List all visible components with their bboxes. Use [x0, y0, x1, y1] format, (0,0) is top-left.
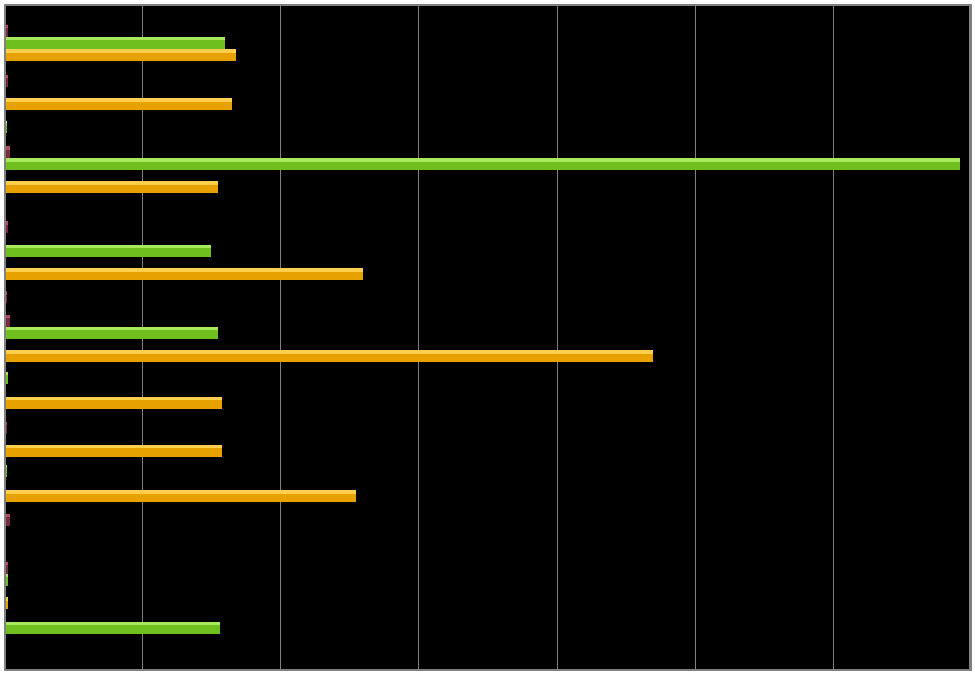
- bar-green: [4, 121, 7, 133]
- bar-green: [4, 622, 220, 634]
- bar-green: [4, 158, 960, 170]
- bar-orange: [4, 597, 8, 609]
- bars-layer: [4, 4, 971, 671]
- horizontal-bar-chart: [0, 0, 975, 675]
- bar-green: [4, 245, 211, 257]
- bar-orange: [4, 445, 222, 457]
- bar-orange: [4, 49, 236, 61]
- bar-green: [4, 327, 218, 339]
- bar-orange: [4, 181, 218, 193]
- bar-green: [4, 372, 8, 384]
- bar-green: [4, 37, 225, 49]
- bar-maroon: [4, 422, 7, 434]
- bar-green: [4, 465, 7, 477]
- bar-orange: [4, 350, 653, 362]
- bar-maroon: [4, 25, 8, 37]
- bar-maroon: [4, 75, 8, 87]
- bar-maroon: [4, 315, 10, 327]
- bar-orange: [4, 98, 232, 110]
- bar-orange: [4, 397, 222, 409]
- bar-green: [4, 574, 8, 586]
- bar-maroon: [4, 221, 8, 233]
- bar-orange: [4, 490, 356, 502]
- gridline: [971, 4, 972, 671]
- bar-maroon: [4, 146, 10, 158]
- bar-maroon: [4, 514, 10, 526]
- bar-maroon: [4, 562, 8, 574]
- bar-orange: [4, 268, 363, 280]
- bar-maroon: [4, 291, 7, 303]
